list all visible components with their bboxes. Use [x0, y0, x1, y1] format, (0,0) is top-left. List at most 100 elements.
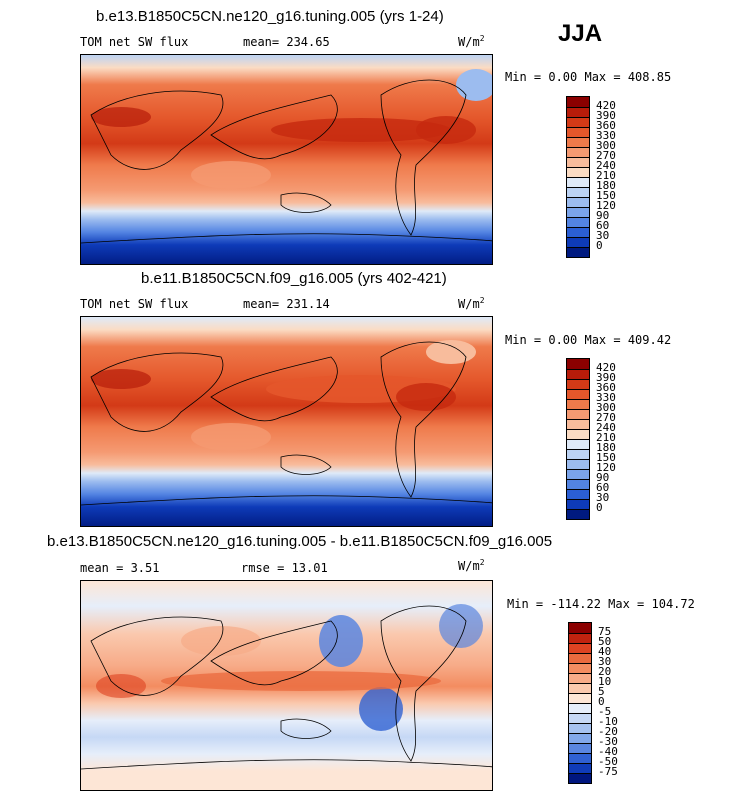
colorbar-tick-label: 0 — [596, 239, 603, 252]
panel-1-coastline-australia — [280, 192, 332, 213]
panel-2-coastline-australia — [280, 454, 332, 475]
colorbar-tick-label: 40 — [598, 645, 612, 658]
colorbar-tick-label: 420 — [596, 99, 616, 112]
colorbar-tick-label: 120 — [596, 199, 616, 212]
colorbar-tick-label: 0 — [598, 695, 605, 708]
panel-3-title: b.e13.B1850C5CN.ne120_g16.tuning.005 - b… — [47, 533, 553, 550]
colorbar-swatch — [569, 703, 591, 713]
panel-2-title: b.e11.B1850C5CN.f09_g16.005 (yrs 402-421… — [141, 270, 447, 287]
colorbar-tick-label: 0 — [596, 501, 603, 514]
colorbar-swatch — [569, 673, 591, 683]
colorbar-tick-label: 150 — [596, 451, 616, 464]
panel-1-min-max: Min = 0.00 Max = 408.85 — [505, 70, 672, 84]
panel-1-map — [80, 54, 493, 265]
colorbar-swatch — [569, 733, 591, 743]
colorbar-swatch — [567, 479, 589, 489]
colorbar-tick-label: 270 — [596, 411, 616, 424]
colorbar-tick-label: 390 — [596, 109, 616, 122]
colorbar-swatch — [569, 753, 591, 763]
colorbar-tick-label: 210 — [596, 169, 616, 182]
colorbar-tick-label: 240 — [596, 159, 616, 172]
colorbar-tick-label: 390 — [596, 371, 616, 384]
panel-1-variable: TOM net SW flux — [80, 35, 189, 49]
colorbar-swatch — [567, 247, 589, 257]
colorbar-swatch — [569, 763, 591, 773]
colorbar-swatch — [567, 97, 589, 107]
panel-3-units: W/m2 — [458, 558, 485, 573]
colorbar-swatch — [567, 499, 589, 509]
panel-2-variable: TOM net SW flux — [80, 297, 189, 311]
panel-3-coastline-antarctica — [81, 759, 492, 770]
colorbar-swatch — [569, 683, 591, 693]
colorbar-tick-label: -50 — [598, 755, 618, 768]
colorbar-swatch — [569, 723, 591, 733]
colorbar-swatch — [567, 509, 589, 519]
panel-1-coastline-antarctica — [81, 233, 492, 244]
panel-3-colorbar-labels: 75 50 40 30 20 10 5 0 -5 -10 -20 -30 -40 -50 -75 — [598, 622, 638, 784]
colorbar-tick-label: -5 — [598, 705, 612, 718]
panel-3-coastline-eurasia-africa — [90, 616, 224, 696]
colorbar-swatch — [567, 469, 589, 479]
panel-3-map — [80, 580, 493, 791]
colorbar-tick-label: 240 — [596, 421, 616, 434]
colorbar-tick-label: 420 — [596, 361, 616, 374]
panel-2-min-max: Min = 0.00 Max = 409.42 — [505, 333, 672, 347]
panel-1-coastline-americas — [380, 79, 467, 236]
colorbar-swatch — [569, 633, 591, 643]
colorbar-tick-label: 60 — [596, 219, 610, 232]
colorbar-tick-label: 60 — [596, 481, 610, 494]
colorbar-swatch — [567, 237, 589, 247]
panel-2-coastline-eurasia-africa — [90, 352, 224, 432]
panel-1-units: W/m2 — [458, 34, 485, 49]
panel-1-mean: mean= 234.65 — [243, 35, 330, 49]
colorbar-tick-label: 210 — [596, 431, 616, 444]
colorbar-swatch — [567, 429, 589, 439]
colorbar-tick-label: 90 — [596, 209, 610, 222]
colorbar-tick-label: -20 — [598, 725, 618, 738]
colorbar-tick-label: 120 — [596, 461, 616, 474]
colorbar-swatch — [567, 217, 589, 227]
colorbar-swatch — [569, 773, 591, 783]
panel-3-colorbar — [568, 622, 592, 784]
panel-1-map-field — [81, 55, 492, 264]
colorbar-swatch — [567, 107, 589, 117]
colorbar-tick-label: 5 — [598, 685, 605, 698]
colorbar-tick-label: 300 — [596, 139, 616, 152]
colorbar-tick-label: 30 — [596, 229, 610, 242]
colorbar-tick-label: 360 — [596, 119, 616, 132]
panel-3-coastline-australia — [280, 718, 332, 739]
colorbar-swatch — [567, 489, 589, 499]
colorbar-swatch — [567, 127, 589, 137]
colorbar-swatch — [569, 693, 591, 703]
colorbar-tick-label: 330 — [596, 129, 616, 142]
colorbar-tick-label: -40 — [598, 745, 618, 758]
colorbar-swatch — [567, 137, 589, 147]
colorbar-swatch — [567, 439, 589, 449]
season-label: JJA — [558, 20, 603, 47]
colorbar-tick-label: 30 — [598, 655, 612, 668]
colorbar-swatch — [567, 409, 589, 419]
colorbar-swatch — [567, 379, 589, 389]
colorbar-swatch — [569, 743, 591, 753]
panel-2-colorbar — [566, 358, 590, 520]
colorbar-tick-label: 270 — [596, 149, 616, 162]
panel-3-map-field — [81, 581, 492, 790]
colorbar-swatch — [567, 359, 589, 369]
colorbar-swatch — [569, 663, 591, 673]
panel-3-min-max: Min = -114.22 Max = 104.72 — [507, 597, 695, 611]
colorbar-swatch — [567, 459, 589, 469]
colorbar-tick-label: 300 — [596, 401, 616, 414]
panel-2-map — [80, 316, 493, 527]
colorbar-tick-label: 10 — [598, 675, 612, 688]
panel-2-coastline-asia — [210, 356, 338, 422]
colorbar-tick-label: -75 — [598, 765, 618, 778]
colorbar-swatch — [567, 419, 589, 429]
colorbar-swatch — [569, 643, 591, 653]
colorbar-swatch — [567, 449, 589, 459]
colorbar-swatch — [569, 653, 591, 663]
colorbar-swatch — [569, 713, 591, 723]
colorbar-swatch — [567, 117, 589, 127]
colorbar-tick-label: 50 — [598, 635, 612, 648]
colorbar-tick-label: 360 — [596, 381, 616, 394]
colorbar-tick-label: 75 — [598, 625, 612, 638]
